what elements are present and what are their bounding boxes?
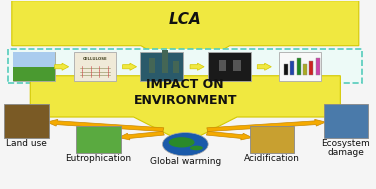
Bar xyxy=(279,52,321,81)
Bar xyxy=(162,50,168,73)
Bar xyxy=(76,126,121,153)
Bar xyxy=(324,104,368,138)
Text: LCA: LCA xyxy=(169,12,202,27)
Circle shape xyxy=(162,133,208,156)
Text: CELLULOSE: CELLULOSE xyxy=(83,57,107,61)
Bar xyxy=(173,61,179,73)
Bar xyxy=(74,52,116,81)
Text: IMPACT ON
ENVIRONMENT: IMPACT ON ENVIRONMENT xyxy=(133,78,237,107)
FancyArrow shape xyxy=(118,131,164,140)
Bar xyxy=(208,52,251,81)
Bar xyxy=(290,61,294,75)
Ellipse shape xyxy=(169,137,194,147)
Polygon shape xyxy=(30,76,340,143)
Bar xyxy=(284,64,288,75)
Ellipse shape xyxy=(190,146,203,150)
Bar xyxy=(5,104,49,138)
Bar xyxy=(149,57,155,73)
FancyArrow shape xyxy=(123,63,136,70)
FancyArrow shape xyxy=(206,131,252,140)
Bar xyxy=(316,58,320,75)
Bar xyxy=(233,60,241,71)
Bar xyxy=(140,52,182,81)
Bar xyxy=(303,64,307,75)
FancyArrow shape xyxy=(55,63,69,70)
Bar xyxy=(13,52,55,67)
FancyArrow shape xyxy=(47,119,164,132)
Text: Global warming: Global warming xyxy=(150,157,221,166)
Bar xyxy=(309,61,313,75)
Text: Land use: Land use xyxy=(6,139,47,148)
Bar xyxy=(297,58,300,75)
Polygon shape xyxy=(12,1,359,72)
FancyBboxPatch shape xyxy=(8,49,362,83)
Bar xyxy=(13,52,55,81)
FancyArrow shape xyxy=(207,119,326,132)
Text: Acidification: Acidification xyxy=(244,154,300,163)
Bar xyxy=(218,60,226,71)
Text: Ecosystem
damage: Ecosystem damage xyxy=(321,139,370,157)
FancyArrow shape xyxy=(179,134,192,142)
Text: Eutrophication: Eutrophication xyxy=(65,154,132,163)
Bar xyxy=(250,126,294,153)
Bar xyxy=(13,67,55,81)
FancyArrow shape xyxy=(190,63,204,70)
FancyArrow shape xyxy=(257,63,271,70)
